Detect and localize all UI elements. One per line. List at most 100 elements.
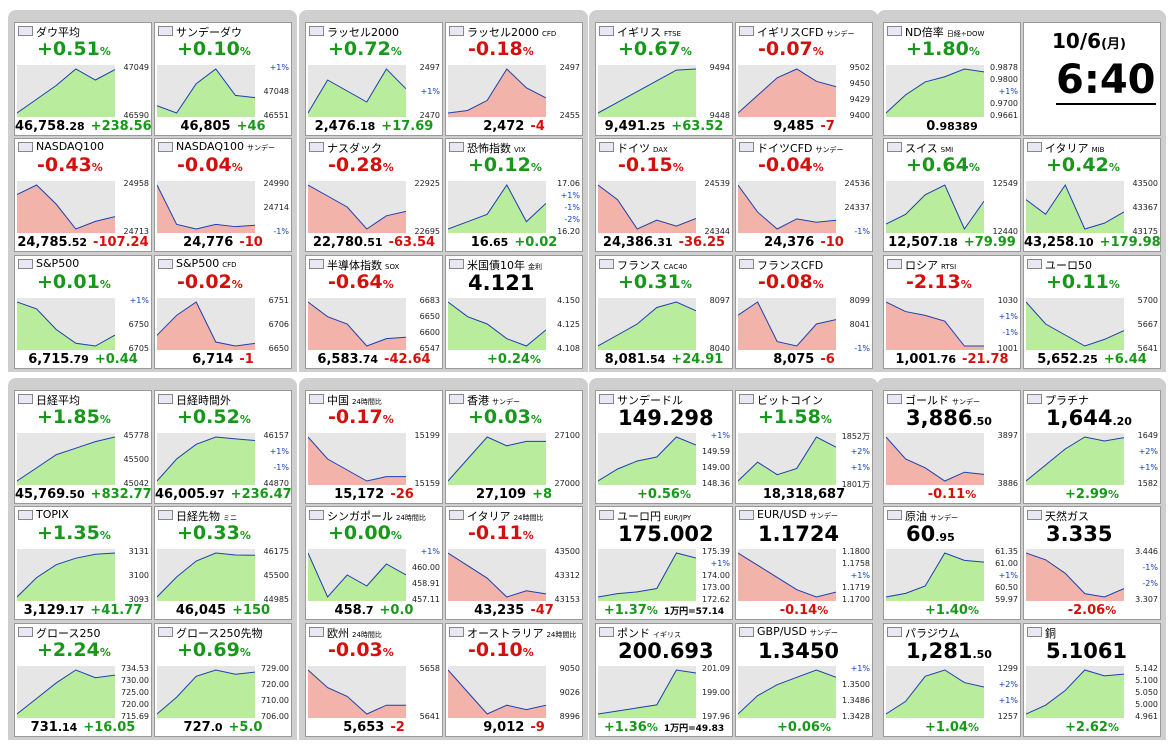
headline-value: +0.67% [618, 38, 692, 60]
price: 6,583.74 [317, 352, 379, 367]
panel-group: ゴールド サンデー 3,886.50 3897 3886 -0.11% プラチナ 1,644.… [877, 378, 1166, 740]
sparkline [1026, 549, 1124, 601]
sparkline-area [448, 437, 546, 485]
flag-icon [449, 26, 464, 36]
axis-label: 24337 [844, 203, 870, 212]
axis-label: +1% [710, 559, 730, 568]
sparkline-line [308, 68, 406, 114]
headline-value: 3,886.50 [906, 406, 992, 430]
headline-value: +1.85% [37, 406, 111, 428]
sparkline-line [886, 184, 984, 231]
sparkline-line [738, 301, 836, 347]
tile: ユーロ50 +0.11% 5700 5667 5641 5,652.25 +6.44 [1023, 255, 1161, 369]
headline-value: +1.80% [906, 38, 980, 60]
flag-icon [449, 627, 464, 637]
price: 1,001.76 [895, 352, 957, 367]
sparkline-area [157, 437, 255, 485]
name-sub: イギリス [653, 631, 681, 639]
panel-group: サンデードル 149.298 +1% 149.59 149.00 148.36 +0.56%… [589, 378, 878, 740]
axis-label: +1% [850, 463, 870, 472]
footer-values: -0.11% [884, 487, 1020, 502]
sparkline [598, 298, 696, 350]
name-sub: CFD [222, 261, 237, 269]
change: -107.24 [93, 235, 149, 250]
footer-values: 2,472 -4 [446, 119, 582, 134]
axis-label: 9026 [559, 688, 580, 697]
axis-label: 9448 [709, 111, 730, 120]
sparkline-line [157, 436, 255, 482]
headline-value: +0.51% [37, 38, 111, 60]
headline-value: +0.03% [468, 406, 542, 428]
change: +79.99 [963, 235, 1016, 250]
axis-label: 61.35 [995, 547, 1018, 556]
axis-label: 3.307 [1135, 595, 1158, 604]
axis-label: 16.20 [557, 227, 580, 236]
axis-label: -1% [854, 344, 870, 353]
tile-name: 日経先物 ミニ [176, 508, 237, 524]
axis-label: +1% [850, 571, 870, 580]
axis-label: 22695 [414, 227, 440, 236]
panel-group: イギリス FTSE +0.67% 9494 9448 9,491.25 +63.52 イギリス… [589, 10, 878, 372]
sparkline-area [17, 670, 115, 718]
sparkline-area [598, 670, 696, 718]
tile: TOPIX +1.35% 3131 3100 3093 3,129.17 +41.77 [14, 506, 152, 620]
axis-label: 6683 [419, 296, 440, 305]
sparkline-area [598, 437, 696, 485]
axis-label: 1.1700 [842, 595, 870, 604]
flag-icon [18, 394, 33, 404]
name: ポンド [617, 627, 650, 640]
sparkline [17, 298, 115, 350]
footer-values: 458.7 +0.0 [306, 603, 442, 618]
axis-label: 4.150 [557, 296, 580, 305]
axis-label: 6751 [268, 296, 289, 305]
price: 43,235 [474, 603, 525, 618]
sparkline-line [448, 436, 546, 482]
tile-name: EUR/USD サンデー [757, 508, 838, 521]
tile: ND倍率 日経÷DOW +1.80% 0.9878 0.9800 +1% 0.9700 0.9… [883, 22, 1021, 136]
change: +236.47 [230, 487, 292, 502]
axis-label: 0.9800 [990, 75, 1018, 84]
name: ラッセル2000 [327, 26, 399, 39]
tile: NASDAQ100 -0.43% 24958 24713 24,785.52 -107.2… [14, 138, 152, 252]
price: 731.14 [30, 720, 78, 735]
headline-value: +0.33% [177, 522, 251, 544]
tile: 米国債10年 金利 4.121 4.150 4.125 4.108 +0.24% [445, 255, 583, 369]
axis-label: 710.00 [261, 696, 289, 705]
price: +2.99% [1065, 487, 1119, 502]
axis-label: +2% [850, 447, 870, 456]
headline-value: +0.00% [328, 522, 402, 544]
footer-values: 18,318,687 [736, 487, 872, 502]
tile-name: ラッセル2000 CFD [467, 24, 556, 40]
price: 727.0 [183, 720, 223, 735]
name-sub: サンデー [809, 629, 838, 637]
name-sub: サンデー [809, 512, 838, 520]
headline-value: 60.95 [906, 522, 955, 546]
tile-name: ユーロ円 EUR/JPY [617, 508, 691, 524]
tile-name: S&P500 [36, 257, 79, 270]
sparkline-line [598, 301, 696, 347]
axis-label: -2% [564, 215, 580, 224]
axis-label: 3131 [128, 547, 149, 556]
axis-label: 45500 [123, 455, 149, 464]
price: 46,758.28 [15, 119, 85, 134]
flag-icon [449, 142, 464, 152]
axis-label: 5.000 [1135, 700, 1158, 709]
sparkline [598, 666, 696, 718]
change: +17.69 [381, 119, 434, 134]
sparkline [1026, 181, 1124, 233]
tile-name: S&P500 CFD [176, 257, 237, 270]
axis-label: +1% [850, 664, 870, 673]
price: +1.04% [925, 720, 979, 735]
flag-icon [18, 510, 33, 520]
axis-label: 6547 [419, 344, 440, 353]
flag-icon [309, 142, 324, 152]
sparkline [448, 298, 546, 350]
axis-label: 44985 [263, 595, 289, 604]
tile-name: 天然ガス [1045, 508, 1089, 524]
name: ND倍率 [905, 26, 944, 39]
axis-label: 43312 [554, 571, 580, 580]
axis-label: -2% [1142, 579, 1158, 588]
axis-label: 46551 [263, 111, 289, 120]
tile-name: イタリア MIB [1045, 140, 1104, 156]
flag-icon [18, 142, 33, 152]
